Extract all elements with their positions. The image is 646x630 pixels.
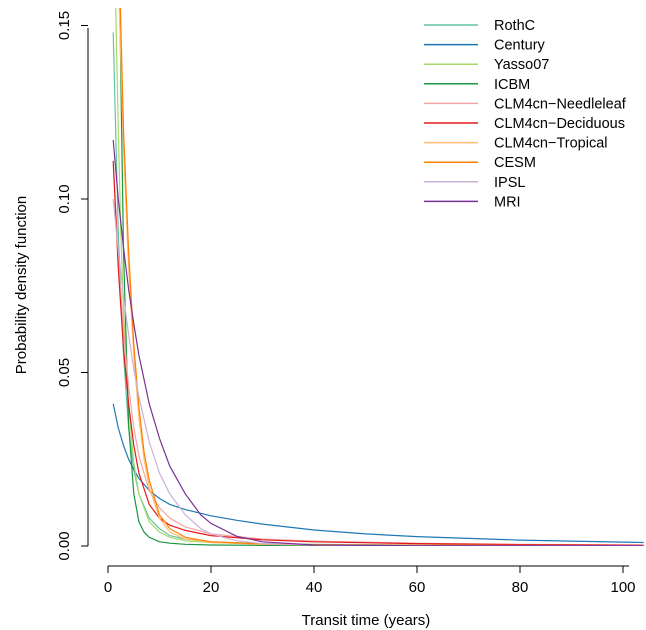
legend-label: CLM4cn−Deciduous: [494, 116, 625, 132]
x-axis-title: Transit time (years): [302, 612, 431, 629]
y-axis-title: Probability density function: [13, 196, 30, 374]
x-tick-label: 80: [512, 579, 529, 596]
x-tick-label: 0: [104, 579, 112, 596]
plot-lines: [112, 8, 644, 546]
legend-label: IPSL: [494, 175, 525, 191]
series-line-icbm: [119, 8, 644, 546]
y-tick-label: 0.10: [56, 184, 73, 213]
x-ticks: 0 20 40 60 80 100: [104, 566, 636, 596]
legend-label: RothC: [494, 18, 535, 34]
legend-label: Century: [494, 38, 546, 54]
y-tick-label: 0.15: [56, 11, 73, 40]
legend-label: Yasso07: [494, 57, 549, 73]
legend-label: CLM4cn−Needleleaf: [494, 96, 627, 112]
series-line-century: [112, 403, 644, 544]
y-tick-label: 0.05: [56, 358, 73, 387]
series-line-clm4cn-tropical: [118, 8, 644, 546]
legend-label: MRI: [494, 194, 521, 210]
series-line-clm4cn-deciduous: [112, 160, 644, 546]
legend: RothC Century Yasso07 ICBM CLM4cn−Needleleaf…: [424, 18, 627, 210]
series-line-clm4cn-needleleaf: [112, 164, 644, 546]
x-tick-label: 20: [203, 579, 220, 596]
series-line-yasso07: [115, 8, 644, 546]
y-tick-label: 0.00: [56, 531, 73, 560]
legend-label: ICBM: [494, 77, 530, 93]
legend-label: CLM4cn−Tropical: [494, 136, 608, 152]
legend-label: CESM: [494, 155, 536, 171]
y-ticks: 0.00 0.05 0.10 0.15: [56, 11, 88, 561]
series-line-ipsl: [112, 198, 644, 546]
x-tick-label: 100: [610, 579, 635, 596]
x-tick-label: 40: [306, 579, 323, 596]
series-line-mri: [112, 139, 644, 546]
x-tick-label: 60: [409, 579, 426, 596]
series-line-cesm: [119, 8, 644, 546]
